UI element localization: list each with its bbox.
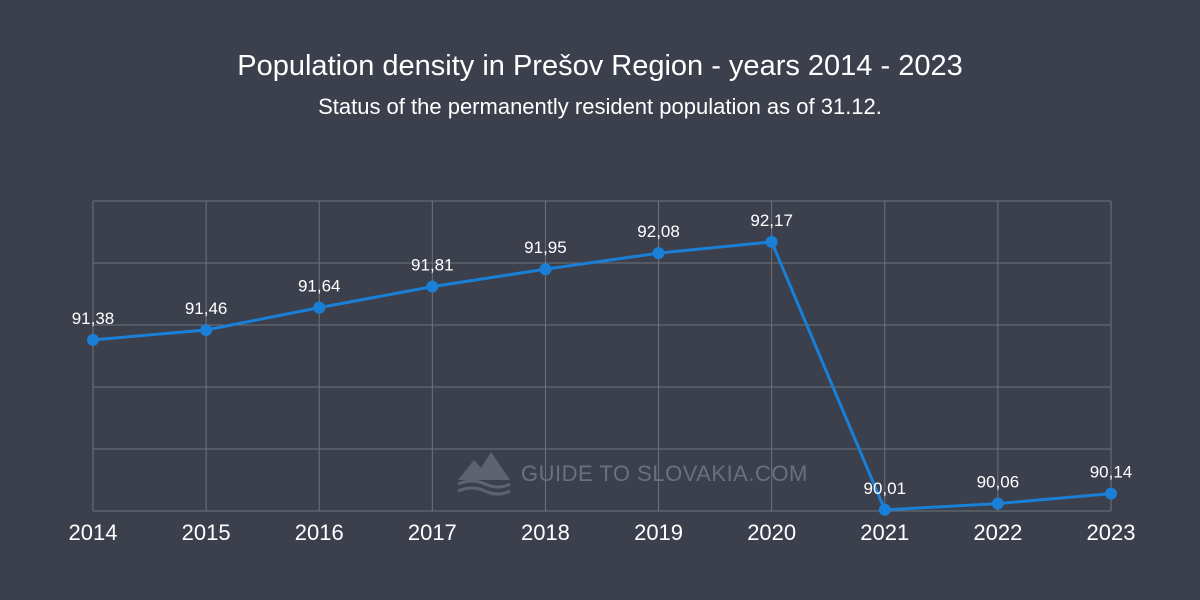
data-label: 92,17 (750, 211, 793, 230)
chart-title: Population density in Prešov Region - ye… (237, 50, 963, 82)
watermark: GUIDE TO SLOVAKIA.COM (457, 452, 808, 496)
x-tick-label: 2018 (521, 520, 570, 545)
data-label: 91,81 (411, 256, 454, 275)
mountains-icon (457, 452, 511, 496)
chart-subtitle: Status of the permanently resident popul… (318, 94, 882, 119)
data-point (765, 235, 778, 248)
x-tick-label: 2014 (69, 520, 118, 545)
x-tick-label: 2015 (182, 520, 231, 545)
data-point (539, 263, 552, 276)
x-tick-label: 2020 (747, 520, 796, 545)
data-label: 91,38 (72, 309, 115, 328)
data-point (426, 280, 439, 293)
x-tick-label: 2019 (634, 520, 683, 545)
data-point (313, 301, 326, 314)
data-point (87, 333, 99, 346)
data-label: 90,14 (1090, 463, 1133, 482)
data-point (991, 497, 1004, 510)
series-line (92, 240, 1112, 512)
data-point (200, 323, 213, 336)
data-label: 91,64 (298, 277, 341, 296)
data-point (1105, 487, 1117, 500)
x-tick-label: 2023 (1087, 520, 1136, 545)
data-label: 91,95 (524, 238, 567, 257)
data-labels: 91,38 91,46 91,64 91,81 91,95 92,08 92,17 90,01… (72, 211, 1133, 498)
x-tick-label: 2016 (295, 520, 344, 545)
data-label: 90,01 (864, 479, 907, 498)
x-tick-label: 2021 (860, 520, 909, 545)
data-label: 92,08 (637, 222, 680, 241)
x-axis-ticks: 2014 2015 2016 2017 2018 2019 2020 2021 2022 2023 (69, 520, 1136, 545)
data-point (652, 247, 665, 260)
data-label: 91,46 (185, 299, 228, 318)
data-label: 90,06 (977, 473, 1020, 492)
data-point (878, 503, 891, 516)
x-tick-label: 2017 (408, 520, 457, 545)
x-tick-label: 2022 (973, 520, 1022, 545)
watermark-text: GUIDE TO SLOVAKIA.COM (521, 461, 808, 486)
data-points (87, 235, 1117, 516)
